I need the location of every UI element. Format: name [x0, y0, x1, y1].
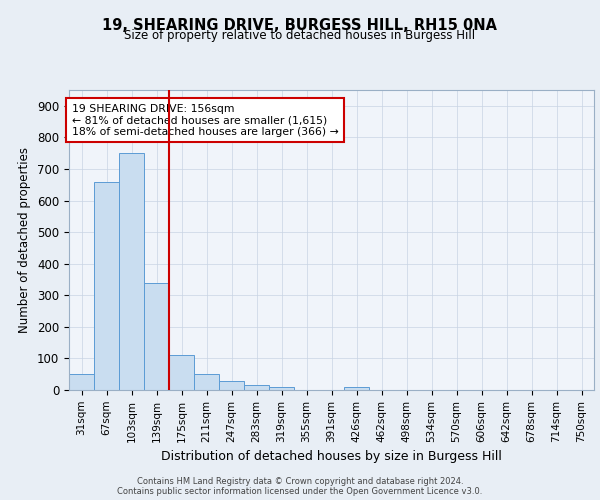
Bar [94, 182, 119, 390]
Bar [244, 386, 269, 390]
Bar [219, 382, 244, 390]
Bar [344, 387, 369, 390]
Bar [69, 374, 94, 390]
Text: Contains HM Land Registry data © Crown copyright and database right 2024.: Contains HM Land Registry data © Crown c… [137, 478, 463, 486]
Bar [194, 374, 219, 390]
Bar [269, 387, 294, 390]
Text: Size of property relative to detached houses in Burgess Hill: Size of property relative to detached ho… [124, 29, 476, 42]
Bar [119, 153, 144, 390]
Text: 19 SHEARING DRIVE: 156sqm
← 81% of detached houses are smaller (1,615)
18% of se: 19 SHEARING DRIVE: 156sqm ← 81% of detac… [71, 104, 338, 136]
Text: Contains public sector information licensed under the Open Government Licence v3: Contains public sector information licen… [118, 487, 482, 496]
Y-axis label: Number of detached properties: Number of detached properties [19, 147, 31, 333]
X-axis label: Distribution of detached houses by size in Burgess Hill: Distribution of detached houses by size … [161, 450, 502, 463]
Bar [144, 282, 169, 390]
Bar [169, 356, 194, 390]
Text: 19, SHEARING DRIVE, BURGESS HILL, RH15 0NA: 19, SHEARING DRIVE, BURGESS HILL, RH15 0… [103, 18, 497, 32]
